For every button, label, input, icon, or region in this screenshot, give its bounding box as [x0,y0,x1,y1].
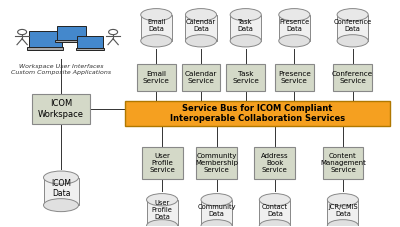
Ellipse shape [279,35,310,47]
Ellipse shape [327,220,358,227]
FancyBboxPatch shape [182,64,220,91]
Text: Task
Service: Task Service [232,71,259,84]
FancyBboxPatch shape [196,147,237,180]
Ellipse shape [186,9,216,21]
Bar [44,178,78,205]
FancyBboxPatch shape [275,64,314,91]
Text: ICOM
Workspace: ICOM Workspace [38,99,84,119]
FancyBboxPatch shape [254,147,295,180]
Text: Service Bus for ICOM Compliant
Interoperable Collaboration Services: Service Bus for ICOM Compliant Interoper… [170,104,345,123]
Bar [279,15,310,41]
Ellipse shape [327,194,358,206]
Text: JCR/CMIS
Data: JCR/CMIS Data [328,204,358,217]
FancyBboxPatch shape [142,147,182,180]
Text: Conference
Data: Conference Data [334,19,372,32]
Ellipse shape [230,9,261,21]
Text: Workspace User Interfaces
Custom Composite Applications: Workspace User Interfaces Custom Composi… [11,64,111,75]
Ellipse shape [44,199,78,212]
Text: Calendar
Data: Calendar Data [186,19,216,32]
Text: Presence
Service: Presence Service [278,71,311,84]
Bar [186,15,216,41]
Text: Address
Book
Service: Address Book Service [261,153,289,173]
Text: Community
Membership
Service: Community Membership Service [195,153,238,173]
Ellipse shape [337,35,368,47]
Text: Conference
Service: Conference Service [332,71,373,84]
Bar [337,15,368,41]
Text: ICOM
Data: ICOM Data [51,179,71,198]
Bar [125,101,390,126]
Ellipse shape [337,9,368,21]
Text: User
Profile
Data: User Profile Data [152,200,172,220]
Ellipse shape [186,35,216,47]
FancyBboxPatch shape [333,64,372,91]
Text: Calendar
Service: Calendar Service [185,71,217,84]
FancyBboxPatch shape [32,94,90,124]
Ellipse shape [201,194,232,206]
Text: User
Profile
Service: User Profile Service [149,153,175,173]
FancyBboxPatch shape [226,64,265,91]
Text: Contact
Data: Contact Data [262,204,288,217]
Text: Task
Data: Task Data [238,19,254,32]
Ellipse shape [279,9,310,21]
Bar [327,200,358,226]
Ellipse shape [230,35,261,47]
Text: Email
Data: Email Data [147,19,166,32]
FancyBboxPatch shape [322,147,363,180]
Bar [259,200,290,226]
Ellipse shape [141,9,172,21]
Ellipse shape [201,220,232,227]
Ellipse shape [259,220,290,227]
FancyBboxPatch shape [137,64,176,91]
Ellipse shape [259,194,290,206]
Bar [146,200,178,226]
Ellipse shape [44,171,78,184]
Ellipse shape [146,194,178,206]
Ellipse shape [141,35,172,47]
Text: Email
Service: Email Service [143,71,170,84]
Text: Content
Management
Service: Content Management Service [320,153,366,173]
Ellipse shape [146,220,178,227]
Text: Community
Data: Community Data [197,204,236,217]
Text: Presence
Data: Presence Data [279,19,310,32]
Bar [230,15,261,41]
Bar [141,15,172,41]
Bar [201,200,232,226]
